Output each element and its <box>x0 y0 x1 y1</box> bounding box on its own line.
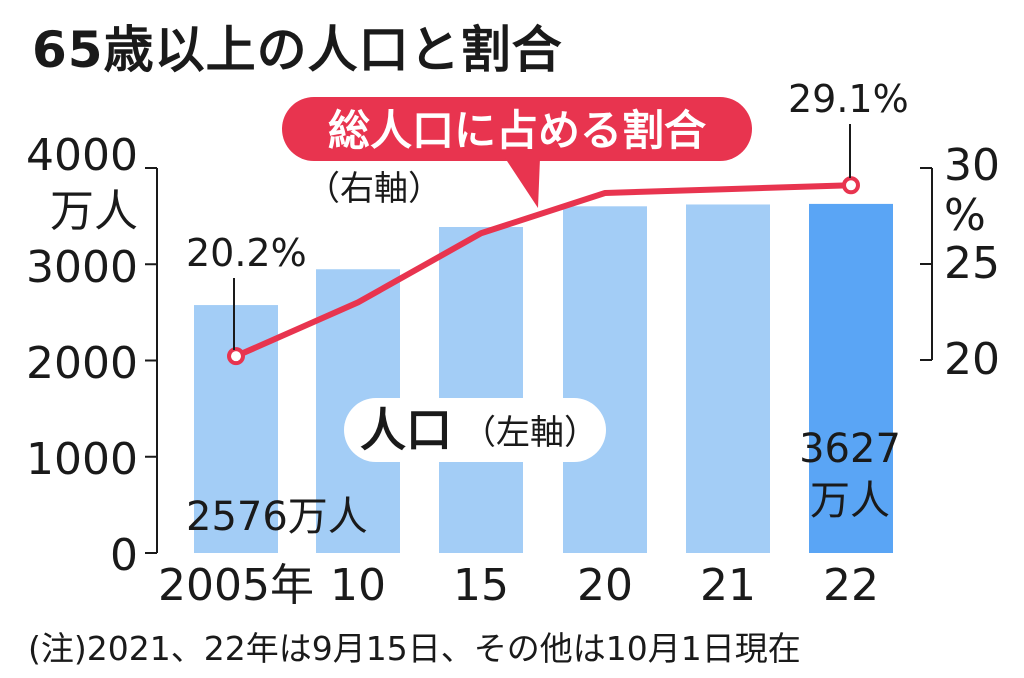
y-tick-label-2000: 2000 <box>26 338 138 389</box>
right-tick-label-25: 25 <box>944 238 1000 289</box>
bar-4 <box>686 204 770 553</box>
bar-5 <box>809 203 893 553</box>
axes-layer <box>145 167 933 554</box>
bar-2 <box>439 227 523 553</box>
right-tick-label-30: 30 <box>944 140 1000 191</box>
x-label-20: 20 <box>577 560 633 611</box>
line-series-label: 総人口に占める割合 <box>282 97 752 208</box>
y-unit-label: 万人 <box>50 186 138 237</box>
line-label-pointer <box>505 158 540 208</box>
first-bar-value-label: 2576万人 <box>186 494 368 540</box>
first-point-value-label: 20.2% <box>186 231 307 275</box>
ratio-point-5 <box>842 176 860 195</box>
x-label-10: 10 <box>330 560 386 611</box>
bar-label-text: 人口 <box>360 403 452 457</box>
last-point-value-label: 29.1% <box>788 77 909 121</box>
last-bar-value-label-unit: 万人 <box>810 478 890 524</box>
x-label-21: 21 <box>700 560 756 611</box>
chart-title: 65歳以上の人口と割合 <box>32 21 563 79</box>
last-bar-value-label-number: 3627 <box>799 426 901 472</box>
line-layer <box>227 176 860 366</box>
right-unit-label: % <box>944 190 986 241</box>
x-label-22: 22 <box>823 560 879 611</box>
footnote: (注)2021、22年は9月15日、その他は10月1日現在 <box>28 629 801 668</box>
line-label-text: 総人口に占める割合 <box>328 106 706 155</box>
ratio-line <box>233 182 854 360</box>
bar-series-label: 人口 （左軸） <box>344 398 606 462</box>
y-tick-label-0: 0 <box>110 530 138 581</box>
bar-label-pill <box>344 398 606 462</box>
bar-axis-note: （左軸） <box>462 413 598 453</box>
ratio-point-0 <box>227 347 245 366</box>
y-tick-label-3000: 3000 <box>26 242 138 293</box>
y-tick-label-4000: 4000 <box>26 130 138 181</box>
line-label-pill <box>282 97 752 161</box>
right-tick-label-20: 20 <box>944 334 1000 385</box>
x-label-2005: 2005年 <box>158 560 314 611</box>
line-axis-note: （右軸） <box>306 169 442 209</box>
x-label-15: 15 <box>453 560 509 611</box>
y-tick-label-1000: 1000 <box>26 434 138 485</box>
bar-3 <box>563 206 647 553</box>
